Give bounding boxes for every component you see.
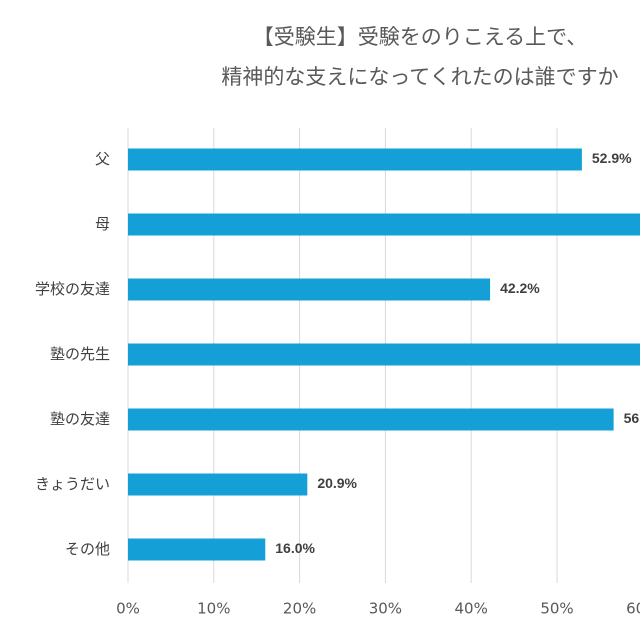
x-tick-label: 30% (369, 600, 402, 618)
bar (128, 538, 266, 561)
bar (128, 408, 614, 431)
y-tick-label: 父 (95, 150, 110, 168)
y-tick-label: 塾の友達 (50, 410, 110, 428)
chart-title: 精神的な支えになってくれたのは誰ですか (221, 65, 618, 89)
bar (128, 473, 308, 496)
bar (128, 213, 640, 236)
y-tick-label: 学校の友達 (35, 280, 110, 298)
x-tick-label: 40% (455, 600, 488, 618)
y-tick-label: きょうだい (35, 475, 110, 493)
x-tick-label: 60% (626, 600, 640, 618)
x-tick-label: 0% (116, 600, 140, 618)
y-tick-label: その他 (65, 540, 110, 558)
value-label: 56.6% (624, 410, 640, 426)
x-tick-label: 10% (197, 600, 230, 618)
value-label: 52.9% (592, 150, 632, 166)
y-tick-label: 塾の先生 (50, 345, 110, 363)
x-tick-label: 20% (283, 600, 316, 618)
bar (128, 343, 640, 366)
chart-title: 【受験生】受験をのりこえる上で、 (253, 25, 588, 49)
bar (128, 278, 491, 301)
value-label: 42.2% (500, 280, 540, 296)
x-tick-label: 50% (540, 600, 573, 618)
value-label: 16.0% (275, 540, 315, 556)
bar (128, 148, 582, 171)
y-tick-label: 母 (95, 215, 110, 233)
value-label: 20.9% (317, 475, 357, 491)
